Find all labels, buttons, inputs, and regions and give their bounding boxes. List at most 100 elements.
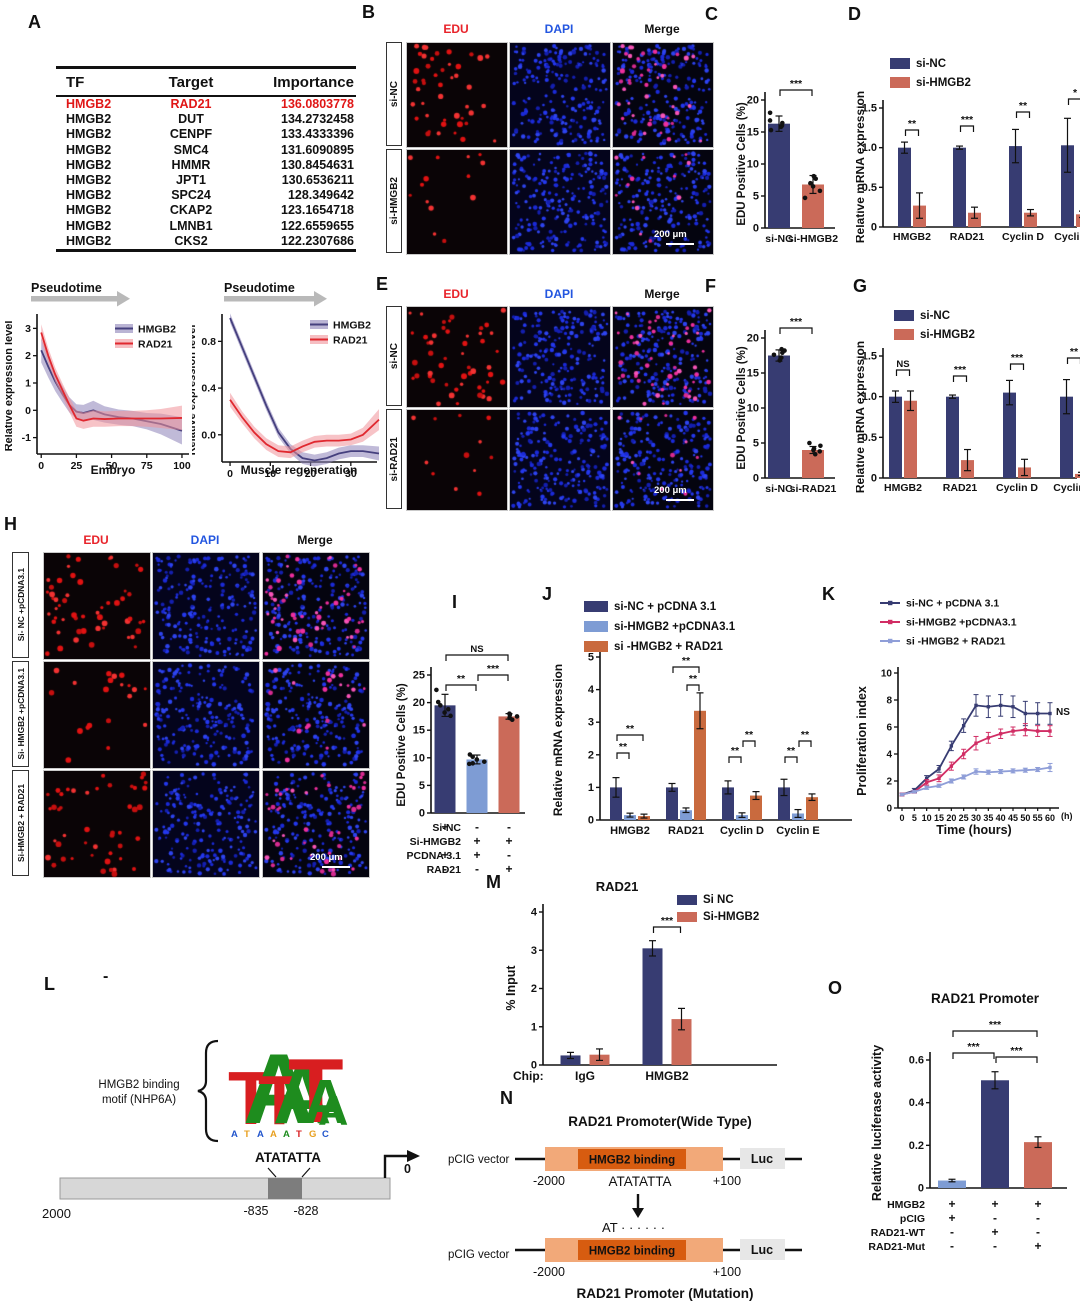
pcig-vector-label: pCIG vector — [448, 1249, 510, 1261]
svg-text:100: 100 — [173, 460, 191, 472]
svg-text:10: 10 — [922, 813, 932, 823]
panel-label-f: F — [705, 276, 716, 296]
svg-text:0: 0 — [918, 1183, 924, 1195]
row-label-e1: si-RAD21 — [386, 409, 402, 509]
svg-text:-: - — [1036, 1225, 1040, 1239]
micro-h-row2-merge — [262, 770, 370, 878]
svg-text:5: 5 — [753, 438, 759, 450]
panel-label-c: C — [705, 4, 718, 24]
svg-text:15: 15 — [934, 813, 944, 823]
logo-letter-small: A — [257, 1129, 264, 1140]
svg-text:3: 3 — [588, 717, 594, 729]
svg-text:0.8: 0.8 — [201, 336, 216, 348]
svg-text:HMGB2: HMGB2 — [893, 231, 931, 243]
panel-label-j: J — [542, 584, 553, 604]
logo-letter-small: T — [296, 1129, 302, 1140]
svg-text:15: 15 — [747, 368, 759, 380]
scale-bar-label: 200 μm — [654, 229, 687, 240]
chart-j: 0 1 2 3 4 5 HMGB2 RAD21 Cyclin D Cyclin E ** ** ** **… — [551, 601, 852, 837]
svg-text:2: 2 — [531, 983, 537, 995]
mut-title: RAD21 Promoter (Mutation) — [576, 1286, 753, 1301]
micro-e-row0-edu — [406, 306, 508, 408]
chart-m: 0 1 2 3 4 IgG HMGB2 *** % Input Si NC Si-HMGB2 RAD2… — [504, 879, 777, 1083]
chart-pseudo_muscle: Pseudotime 0.8 0.4 0.0 0 10 20 30 HMGB2 RAD21 Musc… — [192, 282, 380, 480]
panel-label-k: K — [822, 584, 835, 604]
svg-text:RAD21: RAD21 — [668, 825, 704, 837]
table-row: HMGB2 CENPF 133.4333396 — [66, 127, 354, 142]
svg-text:Proliferation index: Proliferation index — [855, 686, 869, 796]
scale-bar — [666, 499, 694, 501]
svg-text:Cyclin D: Cyclin D — [720, 825, 764, 837]
wt-title: RAD21 Promoter(Wide Type) — [568, 1114, 751, 1129]
svg-text:45: 45 — [1008, 813, 1018, 823]
svg-text:0.0: 0.0 — [201, 429, 216, 441]
table-row: HMGB2 CKS2 122.2307686 — [66, 233, 354, 248]
svg-text:HMGB2: HMGB2 — [645, 1069, 689, 1083]
logo-letter: A — [318, 1087, 349, 1134]
micro-h-row0-merge — [262, 552, 370, 660]
row-label-h2: Si-HMGB2 + RAD21 — [12, 770, 29, 876]
svg-text:**: ** — [626, 723, 635, 735]
col-header-edu-h: EDU — [83, 533, 109, 547]
table-row: HMGB2 DUT 134.2732458 — [66, 112, 354, 127]
svg-text:si-HMGB2: si-HMGB2 — [788, 233, 838, 245]
col-header-merge-e: Merge — [644, 287, 680, 301]
svg-text:% Input: % Input — [504, 965, 518, 1011]
svg-text:0: 0 — [531, 1060, 537, 1072]
svg-text:+: + — [441, 820, 448, 834]
row-label-h1: Si- HMGB2 +pCDNA3.1 — [12, 661, 29, 767]
svg-text:-: - — [507, 848, 511, 862]
micro-b-row0-merge — [612, 42, 714, 148]
svg-text:RAD21: RAD21 — [427, 864, 462, 876]
svg-text:NS: NS — [470, 644, 483, 655]
svg-text:+: + — [948, 1197, 955, 1211]
svg-text:Pseudotime: Pseudotime — [31, 282, 102, 295]
panel-label-e: E — [376, 274, 389, 294]
svg-text:60: 60 — [1045, 813, 1055, 823]
svg-text:0: 0 — [899, 813, 904, 823]
svg-text:Cyclin E: Cyclin E — [1054, 231, 1080, 243]
panel-n-diagram: RAD21 Promoter(Wide Type) pCIG vector HM… — [448, 1114, 802, 1301]
svg-text:***: *** — [487, 663, 500, 675]
svg-text:Muscle regeneration: Muscle regeneration — [241, 463, 358, 477]
chart-o: 0 0.2 0.4 0.6 *** *** *** Relative luciferase a… — [868, 991, 1067, 1253]
svg-text:-: - — [507, 820, 511, 834]
micro-e-row1-merge — [612, 409, 714, 511]
svg-text:0.4: 0.4 — [909, 1097, 925, 1109]
svg-text:**: ** — [682, 655, 691, 667]
svg-text:+: + — [505, 834, 512, 848]
svg-text:***: *** — [790, 78, 803, 90]
svg-text:25: 25 — [71, 460, 83, 472]
luc-label: Luc — [751, 1243, 773, 1257]
svg-text:0.4: 0.4 — [201, 383, 216, 395]
svg-text:Si-NC: Si-NC — [432, 822, 461, 834]
table-row: HMGB2 JPT1 130.6536211 — [66, 173, 354, 188]
svg-text:+: + — [441, 848, 448, 862]
col-header-dapi-b: DAPI — [544, 22, 574, 36]
col-header-dapi-e: DAPI — [544, 287, 574, 301]
svg-text:si-HMGB2 +pCDNA3.1: si-HMGB2 +pCDNA3.1 — [614, 621, 736, 633]
svg-text:Relative mRNA expression: Relative mRNA expression — [856, 341, 867, 493]
col-header-merge-b: Merge — [644, 22, 680, 36]
svg-text:-: - — [1036, 1211, 1040, 1225]
col-header-edu-e: EDU — [443, 287, 469, 301]
table-row: HMGB2 RAD21 136.0803778 — [66, 97, 354, 111]
svg-text:EDU Positive Cells (%): EDU Positive Cells (%) — [396, 683, 408, 807]
svg-text:40: 40 — [996, 813, 1006, 823]
panel-label-h: H — [4, 514, 17, 534]
svg-text:0: 0 — [588, 815, 594, 827]
logo-letter: T — [228, 1056, 274, 1140]
svg-text:+: + — [1034, 1197, 1041, 1211]
svg-text:***: *** — [989, 1019, 1002, 1031]
chart-pseudo_embryo: Pseudotime 3 2 1 0 -1 0 25 50 75 100 HMGB2 RAD21 Embr… — [5, 282, 191, 477]
svg-text:EDU Positive Cells (%): EDU Positive Cells (%) — [736, 102, 748, 226]
svg-text:Relative expression level: Relative expression level — [5, 321, 15, 452]
svg-text:0.6: 0.6 — [909, 1055, 924, 1067]
panel-label-n: N — [500, 1088, 513, 1108]
svg-text:**: ** — [619, 741, 628, 753]
panel-label-b: B — [362, 2, 375, 22]
